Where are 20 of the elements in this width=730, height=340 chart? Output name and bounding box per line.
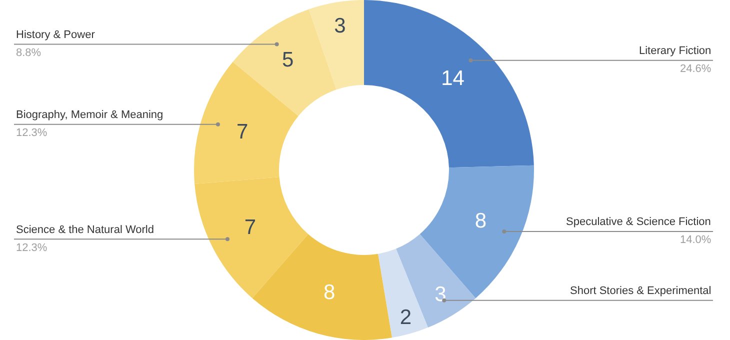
data-label: 7	[236, 120, 248, 144]
data-label: 8	[323, 281, 336, 304]
data-label: 7	[244, 216, 256, 240]
donut-slice	[232, 9, 336, 116]
data-label: 8	[474, 210, 487, 233]
slice-label: History & Power 8.8%	[16, 29, 96, 59]
slice-label: Short Stories & Experimental	[570, 285, 712, 297]
data-label: 2	[400, 306, 412, 329]
data-label: 3	[334, 14, 346, 38]
donut-slice	[252, 234, 392, 340]
slice-label: Literary Fiction 24.6%	[639, 45, 712, 75]
donut-slice	[364, 0, 534, 168]
data-label: 14	[441, 67, 465, 90]
data-label: 5	[282, 48, 294, 72]
donut-slice	[378, 248, 428, 338]
slice-label: Speculative & Science Fiction 14.0%	[566, 216, 712, 246]
donut-slice	[396, 234, 476, 328]
slice-label: Science & the Natural World 12.3%	[16, 224, 154, 254]
donut-slice	[308, 0, 364, 90]
slice-label: Biography, Memoir & Meaning 12.3%	[16, 109, 164, 139]
